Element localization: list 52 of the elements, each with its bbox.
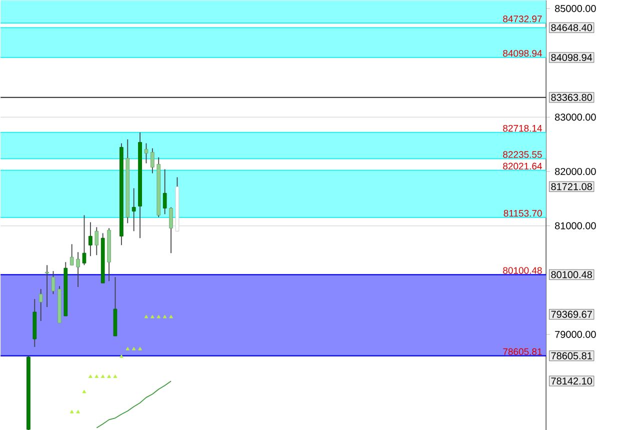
y2-tick-label: 83363.80: [551, 94, 592, 101]
candlestick: [82, 214, 86, 266]
candlestick: [45, 264, 49, 308]
y2-tick-label: 84098.94: [551, 54, 592, 61]
point: [76, 410, 80, 414]
candlestick: [70, 243, 74, 266]
y2-tick-label: 79369.67: [551, 310, 592, 318]
point: [70, 410, 74, 414]
point: [120, 354, 124, 358]
point: [94, 374, 99, 378]
candlestick: [88, 222, 92, 256]
ref-line-label: 84098.94: [503, 50, 542, 56]
candlestick: [150, 148, 154, 174]
y2-tick-label: 84648.40: [551, 24, 592, 31]
point: [156, 314, 161, 318]
y2-tick-label: 78142.10: [551, 377, 592, 384]
point: [107, 374, 111, 378]
point: [162, 314, 167, 318]
ref-line-label: 78605.81: [503, 348, 542, 355]
ref-line-label: 80100.48: [503, 266, 542, 274]
point: [144, 314, 148, 318]
point: [132, 346, 136, 350]
candlestick: [162, 168, 167, 214]
point: [100, 374, 105, 378]
y-tick-label: 79000.00: [555, 330, 596, 338]
point: [113, 374, 118, 378]
point: [150, 314, 154, 318]
ref-line-label: 84732.97: [503, 15, 542, 22]
ref-line-label: 82021.64: [503, 162, 542, 170]
y2-tick-label: 80100.48: [551, 270, 592, 278]
y-tick-label: 81000.00: [555, 222, 596, 230]
point: [88, 374, 92, 378]
candlestick: [76, 251, 80, 288]
y-tick-label: 82000.00: [555, 168, 596, 175]
y-tick-label: 85000.00: [555, 4, 596, 12]
y2-tick-label: 78605.81: [551, 352, 592, 360]
candlestick: [94, 226, 99, 256]
candlestick: [51, 270, 56, 294]
point: [82, 390, 86, 393]
ref-line-label: 82235.55: [503, 150, 542, 158]
ref-line-label: 81153.70: [504, 210, 542, 216]
candlestick: [132, 188, 136, 232]
point: [126, 346, 130, 350]
y-tick-label: 83000.00: [555, 113, 596, 120]
candlestick: [144, 142, 148, 164]
line-series: [96, 380, 172, 428]
point: [169, 314, 173, 318]
candlestick: [169, 206, 173, 254]
y2-tick-label: 81721.08: [551, 182, 592, 190]
candlestick: [38, 288, 43, 322]
point: [138, 346, 142, 350]
ref-line-label: 82718.14: [503, 124, 542, 132]
